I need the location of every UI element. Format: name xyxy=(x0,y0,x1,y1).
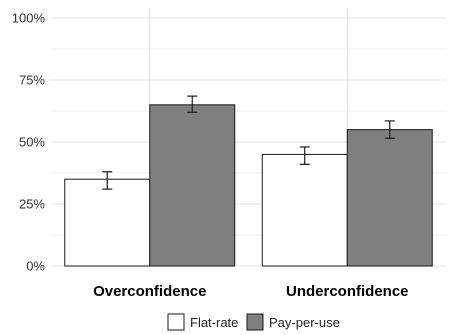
y-axis-ticks: 0% 25% 50% 75% 100% xyxy=(12,11,46,274)
bars xyxy=(64,104,433,267)
bar-flat-rate-overconfidence xyxy=(64,178,151,267)
legend: Flat-rate Pay-per-use xyxy=(167,313,340,331)
error-bar xyxy=(384,120,395,139)
legend-item-pay-per-use: Pay-per-use xyxy=(246,313,340,331)
legend-item-flat-rate: Flat-rate xyxy=(167,313,238,331)
y-tick-label: 25% xyxy=(19,197,45,212)
x-axis-categories: Overconfidence Underconfidence xyxy=(93,283,408,300)
legend-swatch xyxy=(246,313,264,331)
y-tick-label: 75% xyxy=(19,73,45,88)
legend-label: Pay-per-use xyxy=(269,315,340,330)
x-category-label: Underconfidence xyxy=(286,283,409,300)
error-bar xyxy=(102,171,113,190)
x-category-label: Overconfidence xyxy=(93,283,206,300)
bar-pay-per-use-overconfidence xyxy=(149,104,236,267)
error-bar xyxy=(299,146,310,165)
bar-pay-per-use-underconfidence xyxy=(346,129,433,267)
legend-label: Flat-rate xyxy=(190,315,238,330)
error-bar xyxy=(187,95,198,113)
y-tick-label: 100% xyxy=(12,11,46,26)
error-bars xyxy=(102,95,395,190)
y-tick-label: 50% xyxy=(19,135,45,150)
y-tick-label: 0% xyxy=(26,259,45,274)
bar-flat-rate-underconfidence xyxy=(261,153,348,267)
legend-swatch xyxy=(167,313,185,331)
